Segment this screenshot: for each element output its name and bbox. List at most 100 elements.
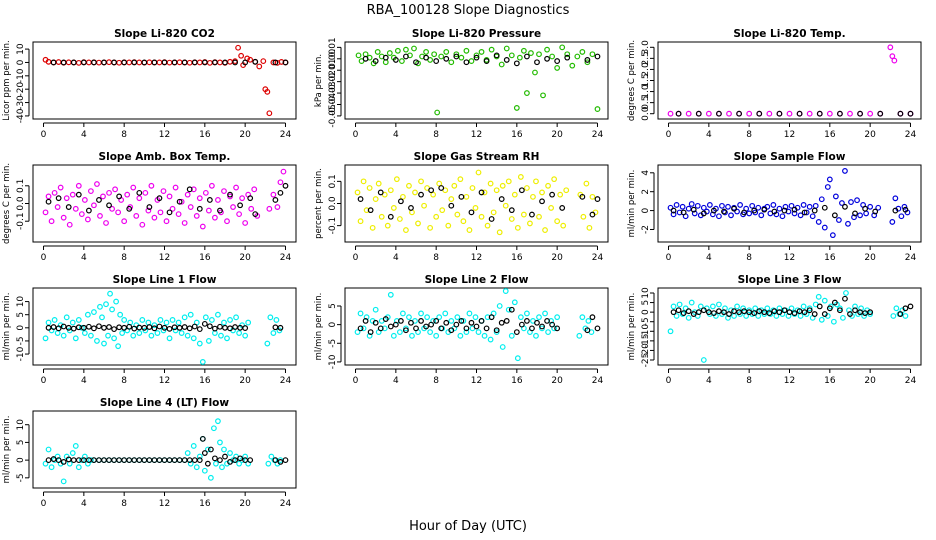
data-point	[433, 332, 440, 339]
data-point	[362, 318, 369, 324]
data-point	[475, 169, 482, 176]
data-point	[594, 106, 601, 112]
data-point	[81, 197, 88, 203]
data-point	[821, 297, 828, 304]
data-point	[172, 327, 179, 334]
data-point	[579, 314, 586, 321]
y-tick-label: 3.0	[641, 40, 651, 55]
data-point	[852, 307, 858, 314]
data-point	[705, 110, 712, 117]
data-point	[533, 178, 539, 185]
data-point	[433, 58, 440, 64]
data-point	[157, 317, 164, 323]
data-point	[557, 191, 564, 198]
data-point	[719, 202, 725, 209]
data-point	[202, 189, 209, 196]
data-point	[230, 204, 236, 210]
data-point	[222, 453, 228, 460]
y-axis-label: kPa per min.	[314, 54, 324, 107]
data-point	[862, 310, 869, 316]
data-point	[776, 205, 783, 212]
x-tick-label: 20	[551, 376, 563, 386]
data-point	[213, 460, 219, 467]
data-point	[187, 311, 194, 318]
x-tick-label: 20	[239, 253, 251, 263]
x-tick-label: 24	[905, 130, 917, 140]
data-point	[418, 310, 424, 317]
data-point	[829, 232, 836, 239]
data-point	[65, 59, 72, 66]
data-point	[115, 209, 122, 216]
data-point	[415, 220, 421, 227]
data-point	[741, 209, 748, 216]
data-point	[151, 214, 158, 221]
x-tick-label: 8	[746, 130, 752, 140]
data-point	[72, 443, 79, 449]
data-point	[156, 457, 163, 464]
data-point	[99, 314, 105, 321]
data-point	[186, 186, 193, 193]
data-point	[106, 202, 112, 209]
data-series	[42, 44, 289, 117]
data-point	[215, 311, 221, 318]
data-point	[453, 51, 460, 58]
panel-title: Slope Line 1 Flow	[113, 274, 217, 286]
data-point	[902, 313, 909, 319]
data-point	[564, 51, 571, 58]
data-point	[66, 221, 73, 228]
data-point	[690, 206, 697, 213]
x-tick-label: 12	[784, 376, 795, 386]
y-tick-label: 1.5	[641, 73, 651, 87]
data-point	[816, 110, 823, 117]
data-point	[776, 110, 783, 117]
data-point	[238, 52, 245, 59]
y-tick-label: -15	[641, 334, 651, 349]
data-point	[898, 213, 905, 220]
x-tick-label: 8	[121, 253, 127, 263]
data-point	[191, 457, 198, 464]
data-point	[357, 218, 364, 225]
x-tick-label: 24	[592, 130, 604, 140]
data-point	[478, 213, 485, 220]
data-point	[513, 329, 520, 335]
data-point	[251, 186, 258, 193]
data-point	[139, 221, 146, 228]
data-point	[45, 193, 52, 200]
data-point	[815, 219, 822, 225]
x-tick-label: 12	[159, 130, 170, 140]
data-point	[594, 53, 601, 60]
data-point	[539, 325, 545, 332]
plot-frame	[657, 287, 922, 366]
data-point	[867, 309, 874, 316]
data-point	[468, 58, 475, 64]
data-point	[513, 60, 520, 67]
data-point	[69, 319, 76, 326]
y-axis-label: percent per min.	[314, 168, 324, 239]
data-point	[277, 189, 284, 196]
y-tick-label: -0.01	[328, 59, 338, 82]
data-point	[418, 178, 424, 185]
data-point	[408, 319, 414, 326]
y-tick-label: 0.1	[16, 179, 26, 193]
y-tick-label: 0	[641, 309, 651, 315]
data-point	[212, 455, 218, 462]
data-point	[902, 206, 909, 213]
data-point	[145, 319, 152, 326]
data-point	[54, 453, 61, 460]
data-point	[811, 311, 818, 317]
data-point	[524, 185, 530, 191]
data-point	[517, 174, 524, 180]
data-point	[245, 319, 252, 326]
data-point	[196, 326, 203, 333]
x-tick-label: 8	[121, 376, 127, 386]
data-point	[131, 325, 138, 332]
x-tick-label: 16	[199, 499, 211, 509]
data-point	[496, 229, 503, 236]
data-point	[438, 325, 445, 332]
data-point	[700, 210, 707, 217]
data-point	[721, 208, 727, 215]
data-point	[584, 59, 591, 66]
data-point	[126, 457, 133, 464]
data-point	[499, 182, 506, 189]
data-point	[466, 227, 473, 233]
